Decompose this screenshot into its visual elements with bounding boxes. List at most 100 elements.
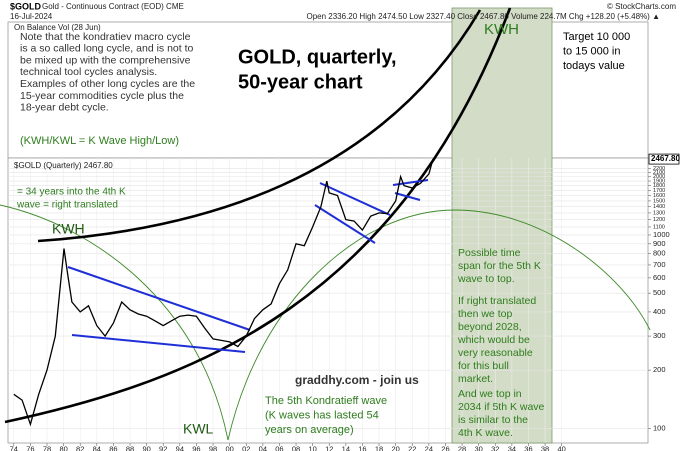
green-arc-left (0, 204, 229, 441)
x-tick-label: 34 (508, 444, 516, 451)
annotations (0, 7, 651, 441)
kwl-arc (4, 7, 512, 424)
y-tick-label: 2000 (653, 174, 665, 180)
x-tick-label: 12 (325, 444, 333, 451)
grid (8, 158, 648, 443)
x-tick-label: 20 (391, 444, 399, 451)
time-span-line: for this bull (458, 360, 509, 372)
quote: Open 2336.20 High 2474.50 Low 2327.40 Cl… (306, 12, 660, 21)
note-line: 15-year commodities cycle plus the (20, 90, 184, 102)
time-span-line: 2034 if 5th K wave (458, 401, 545, 413)
trend-line (67, 266, 251, 331)
kwl-label: KWL (183, 421, 214, 437)
y-tick-label: 1800 (653, 183, 665, 189)
time-span-line: beyond 2028, (458, 321, 522, 333)
y-tick-label: 400 (653, 307, 666, 316)
kwave-line: The 5th Kondratieff wave (265, 395, 387, 407)
note-line: 18-year debt cycle. (20, 102, 109, 114)
background (7, 7, 649, 444)
x-tick-label: 80 (59, 444, 67, 451)
x-tick-label: 98 (209, 444, 217, 451)
y-tick-label: 700 (653, 260, 666, 269)
y-tick-label: 1200 (653, 217, 665, 223)
time-span-line: very reasonable (458, 347, 533, 359)
x-tick-label: 30 (474, 444, 482, 451)
y-tick-label: 800 (653, 249, 666, 258)
x-tick-label: 06 (275, 444, 283, 451)
time-span-line: span for the 5th K (458, 260, 541, 272)
symbol: $GOLD (10, 1, 42, 11)
x-tick-label: 10 (308, 444, 316, 451)
y-tick-label: 1400 (653, 204, 665, 210)
x-tick-label: 32 (491, 444, 499, 451)
time-span-line: which would be (457, 334, 530, 346)
last-price-label: 2467.80 (651, 154, 680, 163)
target-line: todays value (563, 60, 625, 72)
x-tick-label: 84 (93, 444, 101, 451)
time-span-line: 4th K wave. (458, 427, 513, 439)
x-tick-label: 26 (441, 444, 449, 451)
x-tick-label: 02 (242, 444, 250, 451)
source: © StockCharts.com (607, 2, 676, 11)
date: 16-Jul-2024 (10, 12, 53, 21)
trend-line (319, 182, 391, 216)
instrument-name: Gold - Continuous Contract (EOD) CME (42, 2, 184, 11)
y-tick-label: 600 (653, 273, 666, 282)
trend-line (71, 334, 246, 353)
x-tick-label: 90 (142, 444, 150, 451)
time-span-line: And we top in (458, 388, 522, 400)
note-line: is a so called long cycle, and is not to (20, 43, 194, 55)
x-tick-label: 24 (425, 444, 433, 451)
x-tick-label: 88 (126, 444, 134, 451)
note-line: technical tool cycles analysis. (20, 66, 157, 78)
y-tick-label: 2200 (653, 166, 665, 172)
x-tick-label: 76 (26, 444, 34, 451)
x-tick-label: 40 (557, 444, 565, 451)
time-span-line: market. (458, 373, 493, 385)
y-tick-label: 200 (653, 365, 666, 374)
x-tick-label: 14 (342, 444, 350, 451)
x-tick-label: 82 (76, 444, 84, 451)
annotation-line: wave = right translated (16, 200, 118, 211)
y-tick-label: 1600 (653, 193, 665, 199)
x-tick-label: 00 (225, 444, 233, 451)
x-tick-label: 04 (259, 444, 267, 451)
time-span-line: then we top (458, 308, 512, 320)
time-span-band (451, 7, 553, 444)
x-tick-label: 08 (292, 444, 300, 451)
time-span-line: If right translated (458, 295, 536, 307)
x-tick-label: 86 (109, 444, 117, 451)
website: graddhy.com - join us (295, 373, 419, 387)
x-tick-label: 74 (10, 444, 18, 451)
kwave-line: years on average) (265, 424, 354, 436)
time-span-line: is similar to the (458, 414, 528, 426)
x-tick-label: 96 (192, 444, 200, 451)
y-tick-label: 900 (653, 239, 666, 248)
note-line: Examples of other long cycles are the (20, 78, 195, 90)
y-tick-label: 2100 (653, 170, 665, 176)
x-tick-label: 78 (43, 444, 51, 451)
x-tick-label: 36 (524, 444, 532, 451)
chart-title: GOLD, quarterly, (238, 46, 397, 68)
x-tick-label: 94 (176, 444, 184, 451)
y-tick-label: 1000 (653, 230, 670, 239)
kwh-arc (37, 9, 482, 243)
indicator-label: On Balance Vol (28 Jun) (14, 23, 101, 32)
note-line: be mixed up with the comprehensive (20, 54, 191, 66)
legend-note: (KWH/KWL = K Wave High/Low) (20, 135, 179, 147)
kwh-label: KWH (52, 221, 85, 237)
y-tick-label: 1900 (653, 179, 665, 185)
y-tick-label: 300 (653, 331, 666, 340)
y-tick-label: 1300 (653, 210, 665, 216)
note-line: Note that the kondratiev macro cycle (20, 31, 191, 43)
y-tick-label: 500 (653, 288, 666, 297)
y-tick-label: 100 (653, 423, 666, 432)
kwh-label: KWH (484, 21, 519, 38)
target-line: to 15 000 in (563, 45, 621, 57)
x-tick-label: 22 (408, 444, 416, 451)
annotation-line: = 34 years into the 4th K (17, 187, 126, 198)
price-line (13, 158, 434, 427)
target-line: Target 10 000 (563, 31, 630, 43)
green-arc-right (227, 209, 651, 441)
chart-title: 50-year chart (238, 71, 363, 93)
